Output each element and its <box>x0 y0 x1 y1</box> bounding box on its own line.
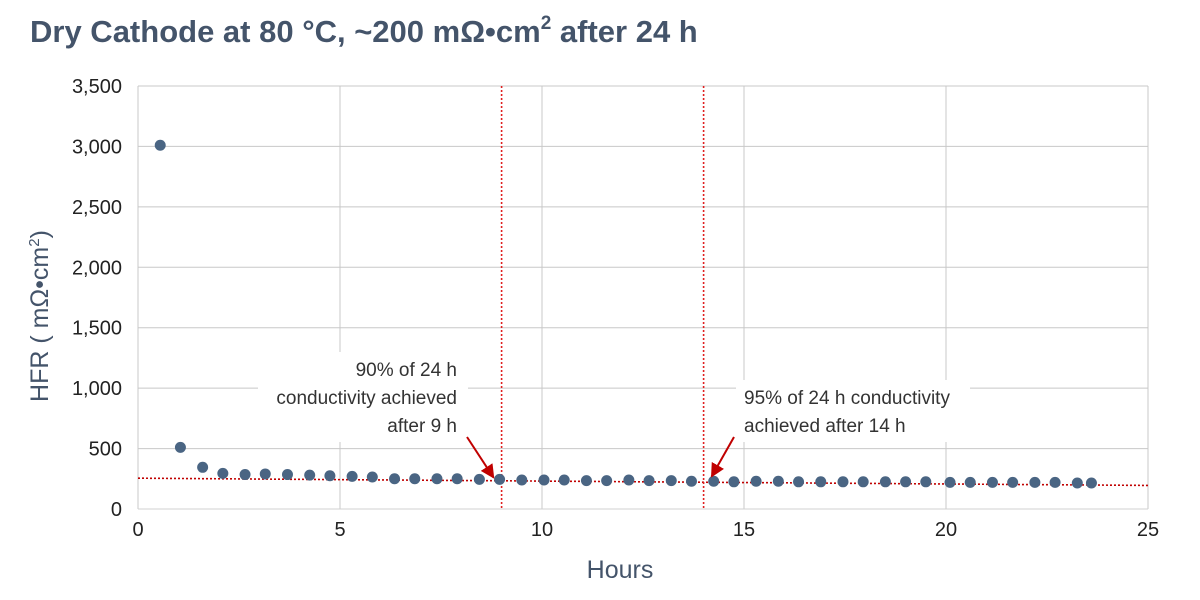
grid <box>137 85 1149 510</box>
y-tick-labels: 0 500 1,000 1,500 2,000 2,500 3,000 3,500 <box>72 76 122 521</box>
y-tick-label-6: 3,000 <box>72 136 122 158</box>
data-point-0-38 <box>964 476 976 488</box>
data-point-0-2 <box>197 461 209 473</box>
y-axis-label: HFR ( mΩ•cm2) <box>26 230 54 402</box>
data-point-0-10 <box>366 471 378 483</box>
data-point-0-39 <box>986 476 998 488</box>
x-tick-label-2: 10 <box>531 519 553 541</box>
data-point-0-31 <box>815 476 827 488</box>
data-point-0-26 <box>708 475 720 487</box>
x-tick-labels: 0 5 10 15 20 25 <box>132 519 1159 541</box>
x-tick-label-3: 15 <box>733 519 755 541</box>
data-point-0-34 <box>879 476 891 488</box>
data-point-0-27 <box>728 476 740 488</box>
annotation-bg-0 <box>258 352 468 442</box>
data-point-0-25 <box>685 475 697 487</box>
data-point-0-4 <box>239 469 251 481</box>
x-tick-label-1: 5 <box>334 519 345 541</box>
annotation-0-line-2: after 9 h <box>387 416 457 437</box>
x-tick-label-5: 25 <box>1137 519 1159 541</box>
y-tick-label-1: 500 <box>89 439 122 461</box>
annotation-arrow-1 <box>710 436 735 478</box>
y-tick-label-3: 1,500 <box>72 318 122 340</box>
data-point-0-23 <box>643 475 655 487</box>
y-tick-label-5: 2,500 <box>72 197 122 219</box>
annotation-1-line-0: 95% of 24 h conductivity <box>744 388 950 409</box>
data-point-0-35 <box>900 476 912 488</box>
data-point-0-33 <box>857 476 869 488</box>
data-point-0-14 <box>451 473 463 485</box>
x-tick-label-4: 20 <box>935 519 957 541</box>
data-point-0-12 <box>409 473 421 485</box>
data-point-0-21 <box>601 475 613 487</box>
y-tick-label-0: 0 <box>111 499 122 521</box>
data-point-0-40 <box>1007 476 1019 488</box>
data-points <box>154 139 1097 489</box>
data-point-0-13 <box>431 473 443 485</box>
data-point-0-37 <box>944 476 956 488</box>
data-point-0-18 <box>538 474 550 486</box>
x-tick-label-0: 0 <box>132 519 143 541</box>
data-point-0-16 <box>494 473 506 485</box>
data-point-0-8 <box>324 470 336 482</box>
data-point-0-11 <box>389 473 401 485</box>
data-point-0-7 <box>304 469 316 481</box>
data-point-0-32 <box>837 476 849 488</box>
data-point-0-20 <box>580 475 592 487</box>
data-point-0-43 <box>1071 477 1083 489</box>
data-point-0-44 <box>1085 477 1097 489</box>
x-axis-label: Hours <box>587 556 654 584</box>
data-point-0-24 <box>665 475 677 487</box>
y-tick-label-4: 2,000 <box>72 257 122 279</box>
y-tick-label-2: 1,000 <box>72 378 122 400</box>
data-point-0-1 <box>174 441 186 453</box>
reference-lines <box>500 86 705 509</box>
data-point-0-30 <box>793 476 805 488</box>
annotations: 90% of 24 h conductivity achieved after 9 … <box>258 352 970 479</box>
data-point-0-5 <box>259 468 271 480</box>
data-point-0-3 <box>217 467 229 479</box>
annotation-bg-1 <box>736 380 970 442</box>
data-point-0-9 <box>346 470 358 482</box>
chart-title: Dry Cathode at 80 °C, ~200 mΩ•cm2 after … <box>30 12 698 49</box>
data-point-0-29 <box>772 475 784 487</box>
data-point-0-19 <box>558 474 570 486</box>
data-point-0-22 <box>623 474 635 486</box>
data-point-0-41 <box>1029 476 1041 488</box>
data-point-0-15 <box>473 473 485 485</box>
annotation-arrow-0 <box>466 436 495 479</box>
annotation-0-line-0: 90% of 24 h <box>356 360 457 381</box>
data-point-0-0 <box>154 139 166 151</box>
data-point-0-36 <box>920 476 932 488</box>
data-point-0-17 <box>516 474 528 486</box>
annotation-0-line-1: conductivity achieved <box>276 388 457 409</box>
data-point-0-28 <box>750 475 762 487</box>
data-point-0-6 <box>281 469 293 481</box>
y-tick-label-7: 3,500 <box>72 76 122 98</box>
data-point-0-42 <box>1049 476 1061 488</box>
annotation-1-line-1: achieved after 14 h <box>744 416 906 437</box>
